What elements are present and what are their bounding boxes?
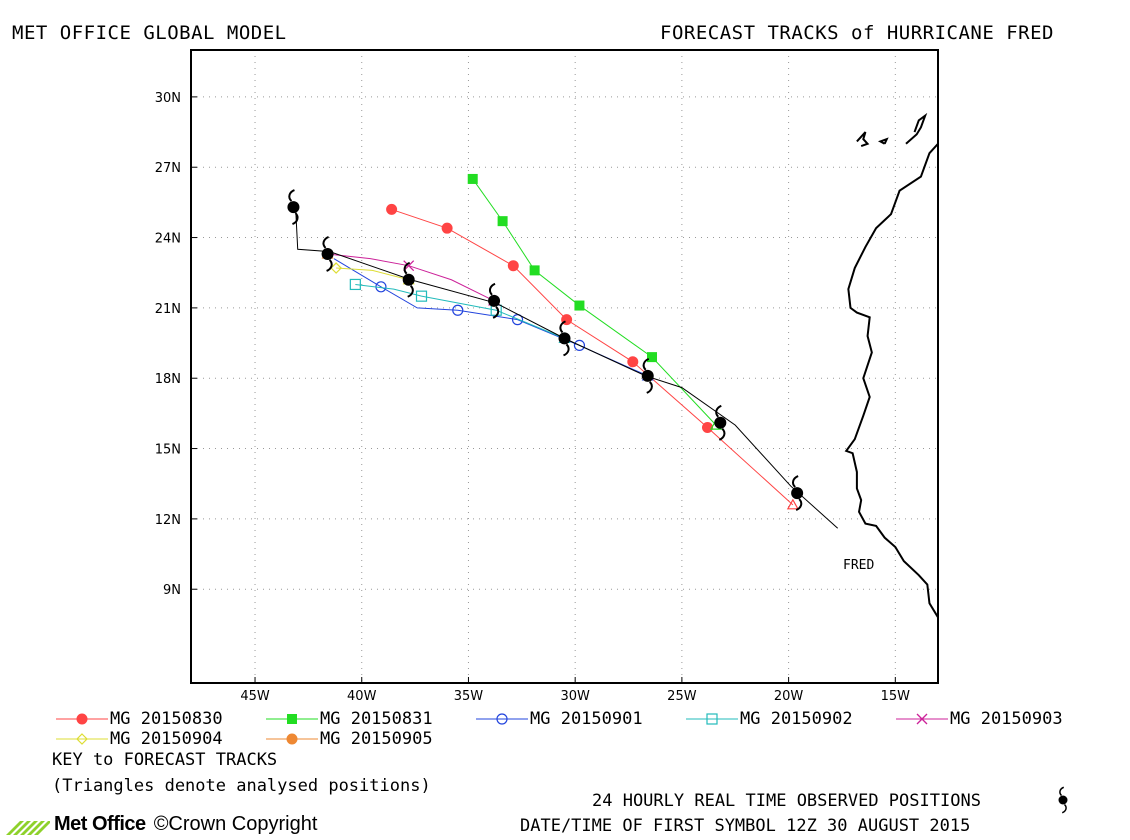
legend-label-2: MG 20150901 <box>530 709 643 729</box>
legend-marker-2 <box>476 713 528 725</box>
x-tick-label: 30W <box>560 689 590 704</box>
key-note: (Triangles denote analysed positions) <box>52 776 431 796</box>
data-point <box>415 290 428 302</box>
data-point <box>529 265 540 276</box>
storm-label: FRED <box>843 558 874 573</box>
series-2 <box>333 258 654 381</box>
legend-marker-6 <box>266 733 318 745</box>
data-point <box>349 278 361 291</box>
hurricane-symbol-icon <box>402 261 415 298</box>
coastline-path <box>905 112 928 145</box>
key-title: KEY to FORECAST TRACKS <box>52 750 278 770</box>
series-0 <box>386 203 799 510</box>
observed-track <box>287 189 839 529</box>
logo-text: Met Office <box>54 812 146 835</box>
coastline-path <box>844 143 938 618</box>
series-line <box>355 283 565 339</box>
coastline <box>844 112 938 618</box>
series-line <box>472 178 717 426</box>
coastline-path <box>877 137 889 145</box>
data-point <box>386 203 398 215</box>
hurricane-symbol-icon <box>714 404 727 441</box>
legend-label-5: MG 20150904 <box>110 729 223 749</box>
axis-ticks: 45W 40W 35W 30W 25W 20W 15W 9N 12N 15N 18N 21N 24N 27… <box>155 91 910 704</box>
data-point <box>574 300 585 311</box>
analysed-position <box>786 498 799 510</box>
data-point <box>573 339 586 351</box>
hurricane-symbol-icon <box>488 282 501 319</box>
data-point <box>330 262 342 274</box>
y-tick-label: 9N <box>163 583 181 598</box>
data-point <box>287 714 297 724</box>
y-tick-label: 15N <box>155 443 181 458</box>
grid <box>191 50 938 683</box>
legend-marker-4 <box>896 713 948 725</box>
data-point <box>496 713 508 725</box>
data-point <box>76 733 88 745</box>
legend-label-1: MG 20150831 <box>320 709 433 729</box>
hurricane-symbol-icon <box>1058 786 1068 814</box>
series-line <box>391 208 794 506</box>
series-line <box>333 258 648 377</box>
x-tick-label: 45W <box>240 689 270 704</box>
legend-marker-0 <box>56 713 108 725</box>
data-point <box>441 222 453 234</box>
met-office-logo-icon <box>6 821 50 835</box>
y-tick-label: 27N <box>155 161 181 176</box>
legend-markers <box>56 713 948 745</box>
y-tick-label: 12N <box>155 513 181 528</box>
x-tick-label: 35W <box>454 689 484 704</box>
series-1 <box>467 173 723 430</box>
coastline-path <box>856 131 870 148</box>
legend-label-4: MG 20150903 <box>950 709 1063 729</box>
data-point <box>76 713 88 725</box>
hurricane-symbol-icon <box>641 357 654 394</box>
data-point <box>467 173 478 184</box>
x-tick-label: 25W <box>667 689 697 704</box>
data-point <box>916 713 928 725</box>
legend-label-0: MG 20150830 <box>110 709 223 729</box>
series-line <box>336 267 409 281</box>
x-tick-label: 40W <box>347 689 377 704</box>
observed-label: 24 HOURLY REAL TIME OBSERVED POSITIONS <box>592 791 981 811</box>
observed-track-line <box>295 207 839 529</box>
hurricane-symbol-icon <box>321 236 334 272</box>
data-point <box>627 356 639 368</box>
data-point <box>701 421 713 433</box>
y-tick-label: 18N <box>155 372 181 387</box>
hurricane-symbol-icon <box>558 320 571 357</box>
model-title: MET OFFICE GLOBAL MODEL <box>12 22 287 44</box>
x-tick-label: 20W <box>774 689 804 704</box>
legend-label-6: MG 20150905 <box>320 729 433 749</box>
data-point <box>706 713 718 725</box>
data-point <box>647 352 658 363</box>
plot-frame <box>190 49 939 684</box>
legend-label-3: MG 20150902 <box>740 709 853 729</box>
hurricane-symbol-icon <box>287 189 300 226</box>
chart-title: FORECAST TRACKS of HURRICANE FRED <box>660 22 1054 44</box>
legend-marker-3 <box>686 713 738 725</box>
hurricane-symbol-icon <box>1058 786 1068 814</box>
y-tick-label: 21N <box>155 302 181 317</box>
data-point <box>286 733 298 745</box>
y-tick-label: 30N <box>155 91 181 106</box>
datetime-label: DATE/TIME OF FIRST SYMBOL 12Z 30 AUGUST … <box>520 816 971 836</box>
copyright: ©Crown Copyright <box>153 812 318 835</box>
data-point <box>452 304 464 316</box>
legend-marker-5 <box>56 733 108 745</box>
legend-marker-1 <box>266 714 318 724</box>
hurricane-symbol-icon <box>791 475 804 512</box>
data-point <box>497 216 508 227</box>
y-tick-label: 24N <box>155 232 181 247</box>
met-office-logo: Met Office ©Crown Copyright <box>6 810 317 838</box>
x-tick-label: 15W <box>881 689 911 704</box>
data-point <box>507 260 519 272</box>
